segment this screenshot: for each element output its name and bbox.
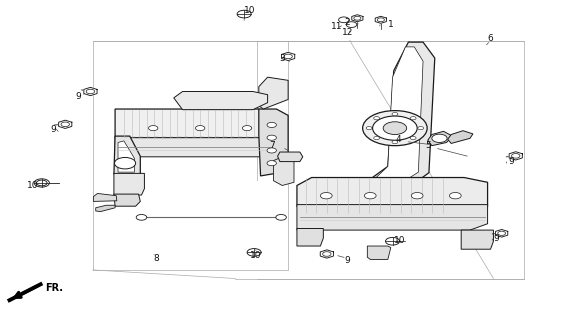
- Text: 10: 10: [394, 236, 405, 245]
- Text: 7: 7: [269, 141, 275, 150]
- Polygon shape: [118, 141, 135, 172]
- Circle shape: [498, 231, 506, 236]
- Circle shape: [320, 193, 332, 199]
- Circle shape: [36, 180, 47, 186]
- Circle shape: [432, 134, 447, 142]
- Circle shape: [346, 22, 357, 28]
- Polygon shape: [114, 136, 141, 174]
- Text: 10: 10: [27, 181, 39, 190]
- Circle shape: [410, 136, 416, 140]
- Circle shape: [383, 122, 407, 134]
- Text: 10: 10: [244, 6, 256, 15]
- Text: 9: 9: [344, 256, 350, 265]
- Polygon shape: [115, 109, 276, 138]
- Polygon shape: [273, 157, 294, 186]
- Polygon shape: [297, 228, 323, 246]
- Polygon shape: [84, 87, 97, 96]
- Polygon shape: [461, 230, 493, 249]
- Text: 5: 5: [425, 141, 430, 150]
- Text: 9: 9: [508, 157, 514, 166]
- Text: 6: 6: [487, 35, 493, 44]
- Polygon shape: [320, 250, 333, 258]
- Circle shape: [392, 113, 398, 116]
- Polygon shape: [114, 194, 141, 206]
- Circle shape: [34, 179, 49, 187]
- Circle shape: [412, 193, 423, 199]
- Circle shape: [373, 116, 417, 140]
- Circle shape: [323, 252, 331, 256]
- Circle shape: [86, 89, 95, 94]
- Circle shape: [410, 116, 416, 120]
- Text: 3: 3: [279, 53, 285, 62]
- Polygon shape: [352, 15, 363, 22]
- Text: 4: 4: [396, 135, 401, 144]
- Circle shape: [267, 161, 276, 166]
- Circle shape: [392, 140, 398, 144]
- Circle shape: [374, 136, 380, 140]
- Polygon shape: [93, 194, 117, 201]
- Circle shape: [136, 214, 147, 220]
- Circle shape: [149, 125, 158, 131]
- Circle shape: [365, 193, 376, 199]
- Polygon shape: [496, 229, 508, 237]
- Circle shape: [267, 123, 276, 127]
- Circle shape: [512, 154, 520, 158]
- Text: FR.: FR.: [45, 283, 63, 293]
- Circle shape: [366, 126, 372, 130]
- Text: 1: 1: [388, 20, 393, 29]
- Circle shape: [267, 135, 276, 140]
- Text: 9: 9: [75, 92, 81, 101]
- Polygon shape: [259, 109, 288, 176]
- Circle shape: [195, 125, 205, 131]
- Polygon shape: [297, 178, 487, 214]
- Text: 12: 12: [342, 28, 353, 37]
- Polygon shape: [375, 16, 386, 23]
- Text: 10: 10: [250, 251, 262, 260]
- Circle shape: [247, 249, 261, 256]
- Polygon shape: [96, 205, 115, 212]
- Polygon shape: [115, 138, 276, 157]
- Text: 2: 2: [344, 19, 350, 28]
- Circle shape: [354, 16, 361, 20]
- Polygon shape: [173, 92, 268, 110]
- Text: 8: 8: [153, 254, 159, 263]
- Polygon shape: [278, 152, 303, 162]
- Polygon shape: [447, 131, 473, 143]
- Polygon shape: [282, 52, 295, 60]
- Circle shape: [386, 237, 400, 245]
- Circle shape: [374, 116, 380, 120]
- Text: 9: 9: [51, 125, 56, 134]
- Polygon shape: [376, 47, 423, 183]
- Circle shape: [115, 157, 136, 169]
- Circle shape: [363, 111, 427, 146]
- Circle shape: [418, 126, 423, 130]
- Polygon shape: [427, 131, 452, 146]
- Polygon shape: [114, 173, 145, 195]
- Polygon shape: [259, 77, 288, 109]
- Text: 9: 9: [493, 234, 499, 243]
- Polygon shape: [297, 204, 487, 230]
- Circle shape: [377, 18, 385, 22]
- Text: 11: 11: [331, 22, 343, 31]
- Circle shape: [242, 125, 252, 131]
- Polygon shape: [59, 120, 72, 128]
- Circle shape: [61, 122, 69, 127]
- Circle shape: [284, 54, 292, 59]
- Circle shape: [339, 17, 349, 23]
- Circle shape: [449, 193, 461, 199]
- Polygon shape: [509, 152, 522, 160]
- Circle shape: [237, 10, 251, 18]
- Polygon shape: [370, 42, 435, 187]
- Circle shape: [267, 148, 276, 153]
- Polygon shape: [368, 246, 391, 260]
- Circle shape: [276, 214, 286, 220]
